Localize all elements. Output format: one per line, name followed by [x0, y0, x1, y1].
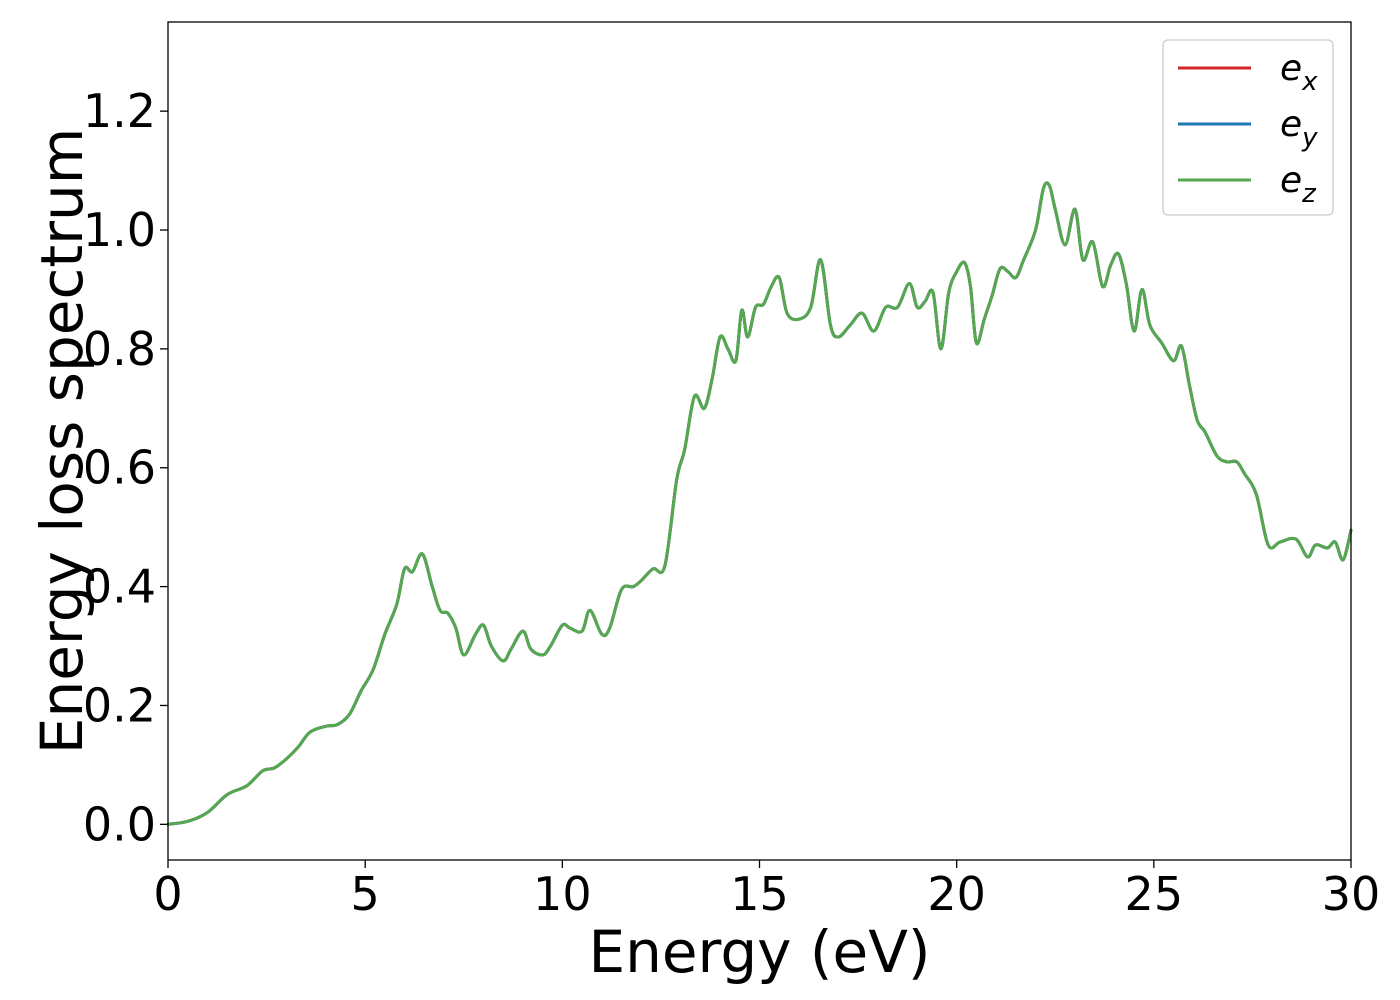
legend-label-z: ez [1280, 160, 1317, 209]
y-axis-label: Energy loss spectrum [28, 128, 96, 754]
series-layer [166, 181, 1353, 826]
y-axis-ticks: 0.0 0.2 0.4 0.6 0.8 1.0 1.2 [83, 84, 168, 851]
x-tick-label: 0 [153, 867, 182, 921]
x-tick-label: 10 [533, 867, 592, 921]
y-tick-label: 1.0 [83, 203, 156, 257]
x-tick-label: 20 [927, 867, 986, 921]
x-tick-label: 15 [730, 867, 789, 921]
legend-box [1162, 39, 1334, 216]
legend-label-x: ex [1280, 48, 1318, 97]
legend-label-y: ey [1280, 104, 1318, 153]
series-line-z [166, 181, 1353, 826]
y-tick-label: 1.2 [83, 84, 156, 138]
y-tick-label: 0.4 [83, 560, 156, 614]
x-axis-label: Energy (eV) [588, 918, 930, 986]
y-tick-label: 0.6 [83, 441, 156, 495]
x-tick-label: 5 [351, 867, 380, 921]
x-axis-ticks: 0 5 10 15 20 25 30 [153, 860, 1380, 921]
y-tick-label: 0.0 [83, 797, 156, 851]
x-tick-label: 30 [1322, 867, 1381, 921]
legend: ex ey ez [1162, 39, 1334, 216]
x-tick-label: 25 [1125, 867, 1184, 921]
y-tick-label: 0.2 [83, 678, 156, 732]
y-tick-label: 0.8 [83, 322, 156, 376]
